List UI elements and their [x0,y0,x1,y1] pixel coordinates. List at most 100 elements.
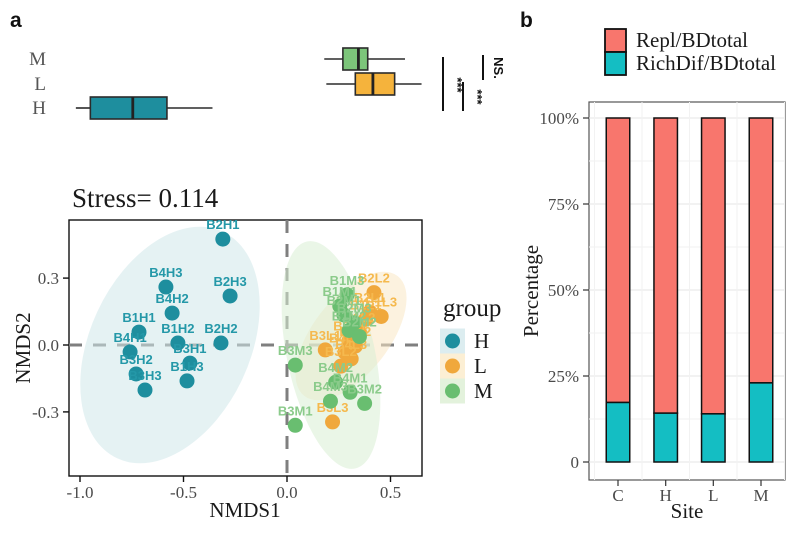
point-label-B2L2: B2L2 [358,271,390,286]
panel-a-label: a [10,9,22,32]
pct-tick-label: 100% [539,109,579,128]
point-label-B3M2: B3M2 [347,381,382,396]
bar-legend-label-1: RichDif/BDtotal [636,51,776,75]
box-M [342,47,369,71]
box-H [89,96,168,120]
stacked-bar-plot: C H L M 0 25% 50% 75% 100% [539,101,786,505]
point-label-B1L3: B1L3 [365,294,397,309]
point-B4L3 [343,351,359,367]
point-B4M3 [322,393,338,409]
sig-label-1: *** [470,89,485,105]
x-tick-label: -1.0 [67,483,94,502]
group-ellipse-M [281,241,381,469]
point-label-B2M1: B2M1 [327,293,362,308]
marginal-boxplots: MLH [29,47,422,120]
point-label-B4M3: B4M3 [313,379,348,394]
point-label-B3M1: B3M1 [278,403,313,418]
point-label-B2M2: B2M2 [342,315,377,330]
nmds2-axis-title: NMDS2 [11,312,35,383]
point-label-B4H3: B4H3 [149,265,182,280]
nmds1-axis-title: NMDS1 [209,498,280,522]
percentage-axis-title: Percentage [519,245,543,337]
group-legend: group HLM [440,295,501,404]
bar-repl-H [653,117,679,414]
point-B4H3 [158,279,174,295]
point-label-B4M1: B4M1 [333,370,368,385]
y-tick-label: -0.3 [32,403,59,422]
point-label-B1M3: B1M3 [330,273,365,288]
panel-b-label: b [520,9,533,32]
box-L [354,72,396,96]
bar-repl-C [605,117,631,404]
pct-tick-label: 75% [548,195,579,214]
x-tick-label: 0.0 [276,483,297,502]
y-tick-label: 0.3 [38,269,59,288]
site-tick-label-C: C [612,486,623,505]
bar-repl-L [700,117,726,415]
point-B2H3 [222,288,238,304]
bar-richdif-H [653,412,679,463]
point-B3H3 [137,382,153,398]
bar-legend-key-0 [604,28,627,53]
point-B2M1 [336,307,352,323]
site-axis-title: Site [671,499,704,523]
site-tick-label-M: M [753,486,768,505]
bar-richdif-C [605,401,631,463]
point-B2H2 [213,335,229,351]
point-B4M1 [342,384,358,400]
point-label-B3L1: B3L1 [309,328,341,343]
point-B1H1 [131,324,147,340]
site-tick-label-L: L [708,486,718,505]
point-label-B2H1: B2H1 [206,217,239,232]
point-B1H2 [170,335,186,351]
point-label-B3H3: B3H3 [128,368,161,383]
point-B1M3 [339,287,355,303]
point-B1L3 [373,308,389,324]
legend-key-dot-M [445,383,460,399]
point-label-B3M3: B3M3 [278,343,313,358]
legend-key-dot-L [445,358,460,374]
point-B2H1 [215,231,231,247]
legend-title: group [443,295,501,322]
point-label-B3H1: B3H1 [173,341,206,356]
bar-legend-label-0: Repl/BDtotal [636,28,748,52]
point-B1L1 [358,311,374,327]
x-tick-label: 0.5 [380,483,401,502]
sig-label-2: NS. [491,57,506,79]
y-tick-label: 0.0 [38,336,59,355]
legend-key-dot-H [445,333,460,349]
point-B3M3 [287,357,303,373]
point-label-B3L2: B3L2 [325,344,357,359]
point-label-B2H3: B2H3 [213,274,246,289]
point-B3M2 [357,395,373,411]
bar-richdif-M [748,382,774,463]
legend-label-L: L [474,354,487,378]
bar-legend-key-1 [604,51,627,76]
group-ellipse-H [80,226,260,464]
legend-label-H: H [474,329,489,353]
box-row-label-L: L [34,74,46,95]
point-B3H2 [128,366,144,382]
point-B4H1 [122,344,138,360]
point-B4M2 [328,374,344,390]
point-label-B1M1: B1M1 [322,284,357,299]
pct-tick-label: 0 [571,453,580,472]
point-B4H2 [164,305,180,321]
point-B3L2 [333,358,349,374]
pct-tick-label: 25% [548,367,579,386]
point-B3L3 [325,414,341,430]
box-row-label-M: M [29,49,46,70]
legend-label-M: M [474,379,493,403]
point-B3L1 [317,342,333,358]
point-label-B4H1: B4H1 [113,330,146,345]
box-row-label-H: H [32,98,46,119]
pct-tick-label: 50% [548,281,579,300]
significance-brackets: *** *** NS. [442,55,506,111]
point-label-B4H2: B4H2 [155,291,188,306]
